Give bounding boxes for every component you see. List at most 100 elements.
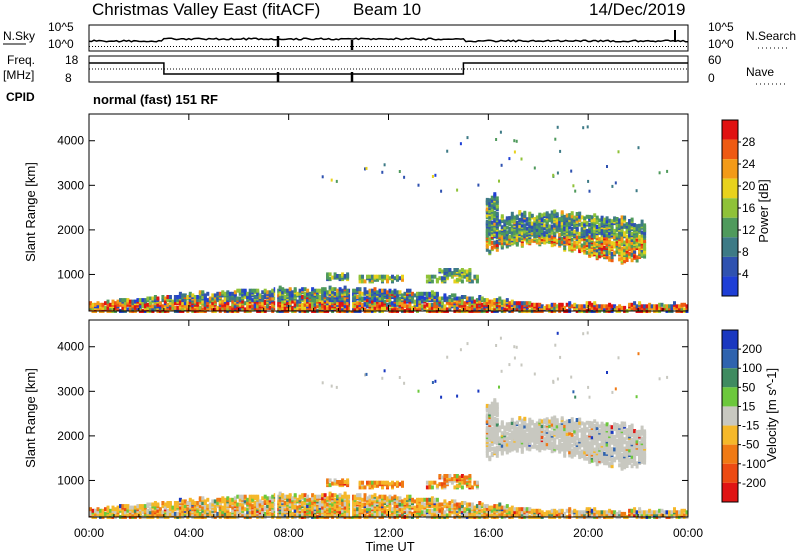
data-cell (213, 505, 217, 510)
data-cell (183, 499, 187, 504)
data-cell (523, 210, 527, 215)
data-cell (508, 304, 512, 309)
data-cell (558, 221, 562, 226)
data-cell (613, 244, 617, 249)
data-cell (126, 513, 130, 518)
data-cell (550, 230, 554, 235)
data-cell (346, 478, 350, 483)
data-cell (338, 290, 342, 295)
data-cell (398, 290, 402, 295)
data-cell (423, 497, 427, 502)
data-cell (495, 243, 499, 248)
data-cell (303, 291, 307, 296)
data-cell (383, 163, 386, 167)
data-cell (401, 483, 404, 488)
data-cell (573, 243, 577, 248)
data-cell (433, 301, 437, 306)
data-cell (575, 244, 579, 249)
data-cell (131, 299, 135, 304)
data-cell (445, 307, 449, 312)
data-cell (508, 220, 512, 225)
data-cell (89, 507, 92, 512)
data-cell (580, 237, 584, 242)
data-cell (638, 226, 642, 231)
data-cell (403, 505, 407, 510)
data-cell (538, 228, 542, 233)
data-cell (356, 307, 360, 312)
data-cell (545, 236, 549, 241)
data-cell (485, 213, 489, 218)
data-cell (281, 299, 285, 304)
data-cell (510, 215, 514, 219)
freq-tick-high: 18 (65, 53, 79, 67)
data-cell (465, 305, 469, 310)
data-cell (231, 302, 235, 307)
data-cell (495, 204, 499, 209)
data-cell (116, 508, 120, 513)
data-cell (378, 296, 382, 301)
data-cell (520, 223, 524, 228)
data-cell (318, 305, 322, 310)
data-cell (555, 218, 559, 223)
data-cell (246, 497, 250, 502)
data-cell (226, 296, 230, 301)
data-cell (261, 496, 265, 501)
data-cell (445, 272, 449, 277)
data-cell (166, 501, 170, 505)
data-cell (263, 494, 267, 499)
data-cell (326, 502, 330, 507)
data-cell (478, 501, 482, 505)
data-cell (488, 443, 492, 448)
data-cell (151, 513, 155, 518)
data-cell (500, 225, 504, 230)
data-cell (253, 510, 257, 515)
data-cell (630, 231, 634, 236)
data-cell (613, 235, 617, 240)
data-cell (640, 233, 644, 238)
data-cell (406, 502, 409, 507)
data-cell (361, 480, 364, 485)
data-cell (425, 291, 429, 296)
data-cell (559, 149, 562, 153)
data-cell (683, 307, 686, 312)
data-cell (114, 510, 117, 515)
data-cell (515, 304, 519, 309)
data-cell (495, 513, 499, 518)
data-cell (391, 507, 394, 512)
data-cell (386, 496, 389, 501)
data-cell (470, 305, 474, 310)
data-cell (498, 241, 502, 246)
data-cell (478, 295, 482, 299)
data-cell (119, 298, 122, 303)
data-cell (608, 511, 612, 516)
data-cell (428, 302, 432, 307)
data-cell (166, 295, 170, 299)
beam-title: Beam 10 (353, 0, 421, 19)
data-cell (420, 295, 424, 299)
data-cell (148, 507, 152, 512)
data-cell (333, 272, 337, 277)
data-cell (500, 299, 504, 304)
data-cell (611, 184, 614, 188)
data-cell (570, 226, 574, 231)
data-cell (266, 508, 270, 513)
data-cell (371, 295, 374, 299)
data-cell (243, 288, 247, 293)
data-cell (563, 511, 567, 516)
data-cell (495, 247, 499, 252)
data-cell (403, 497, 407, 502)
data-cell (331, 493, 335, 498)
data-cell (328, 491, 332, 496)
data-cell (528, 211, 532, 216)
data-cell (198, 290, 202, 295)
data-cell (623, 231, 627, 236)
data-cell (573, 223, 577, 228)
data-cell (560, 210, 564, 215)
data-cell (610, 304, 614, 309)
data-cell (477, 183, 480, 187)
data-cell (156, 502, 160, 507)
data-cell (416, 504, 419, 509)
data-cell (570, 214, 574, 219)
data-cell (423, 502, 427, 507)
data-cell (296, 505, 300, 510)
